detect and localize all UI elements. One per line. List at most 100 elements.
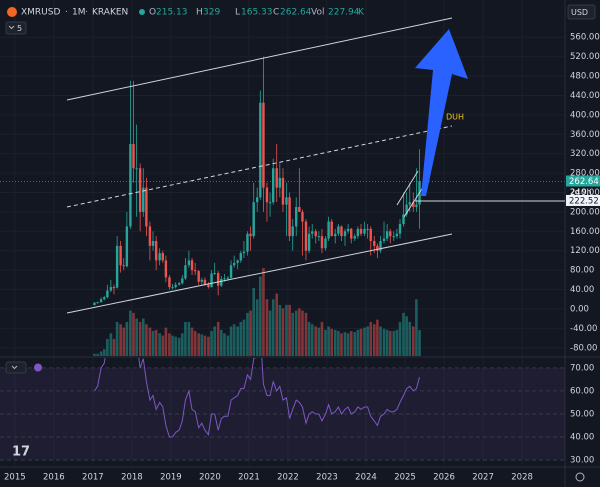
volume-bar: [145, 324, 148, 356]
candle-body: [171, 287, 174, 289]
volume-bar: [252, 287, 255, 356]
candle-body: [122, 265, 125, 267]
candle-body: [187, 260, 191, 266]
candle-body: [334, 233, 337, 237]
volume-bar: [242, 319, 246, 356]
candle-body: [262, 102, 265, 188]
annotation: DUH: [446, 113, 464, 122]
x-tick-label: 2021: [238, 473, 260, 483]
candle-body: [103, 297, 106, 300]
candle-body: [415, 204, 418, 208]
volume-bar: [174, 336, 177, 356]
indicator-toggle[interactable]: 5: [5, 21, 27, 35]
chevron: [11, 365, 18, 370]
last-price-box: [566, 175, 600, 187]
volume-bar: [226, 335, 230, 356]
volume-bar: [285, 304, 288, 356]
volume-bar: [346, 333, 350, 356]
toggle-box[interactable]: [5, 21, 27, 35]
chevron: [8, 25, 15, 30]
candle-body: [242, 251, 246, 254]
y-tick-label: 240.00: [570, 188, 600, 198]
ohlc-value: 215.13: [156, 8, 188, 18]
volume-bar: [408, 321, 412, 356]
candle-body: [363, 228, 366, 234]
y-tick-label: 560.00: [570, 33, 600, 43]
volume-value: 227.94: [328, 8, 360, 18]
volume-bar: [154, 329, 158, 356]
candle-body: [210, 273, 213, 288]
candle-body: [239, 253, 243, 261]
volume-bar: [415, 299, 418, 356]
candle-body: [129, 143, 132, 227]
candle-body: [132, 143, 135, 169]
volume-unit: K: [358, 8, 365, 18]
volume-bar: [203, 335, 207, 356]
candle-body: [229, 265, 233, 278]
candle-body: [385, 231, 389, 239]
candle-body: [151, 241, 155, 246]
volume-bar: [259, 276, 262, 356]
candle-body: [268, 202, 272, 204]
currency-box[interactable]: [567, 4, 596, 20]
x-tick-label: 2026: [433, 473, 455, 483]
candle-body: [298, 207, 301, 212]
volume-bar: [330, 328, 334, 356]
x-tick-label: 2020: [199, 473, 221, 483]
logo: 𝟭𝟳: [12, 445, 30, 460]
ohlc-label: O: [149, 8, 156, 18]
volume-bar: [207, 336, 210, 356]
candle-body: [295, 207, 298, 227]
candle-body: [220, 278, 223, 286]
volume-bar: [333, 329, 337, 356]
volume-bar: [265, 299, 269, 356]
candle-body: [106, 290, 109, 298]
candle-body: [301, 211, 304, 222]
volume-bar: [171, 335, 174, 356]
y-tick-label: 360.00: [570, 130, 600, 140]
price-line-label: 222.52: [569, 196, 599, 206]
countdown: 2d 9h: [570, 188, 592, 197]
candle-body: [164, 260, 168, 278]
rsi-legend[interactable]: [5, 361, 42, 374]
rsi-icon: [34, 363, 42, 372]
volume-bar: [148, 327, 152, 356]
volume-bar: [294, 310, 298, 356]
candle-body: [154, 241, 158, 261]
x-tick-label: 2019: [160, 473, 182, 483]
candle-body: [96, 302, 99, 304]
volume-bar: [200, 334, 204, 356]
volume-bar: [177, 337, 181, 356]
separator: ·: [85, 8, 88, 18]
volume-bar: [395, 329, 399, 356]
mini-channel: [403, 183, 426, 218]
candle-body: [193, 270, 197, 272]
x-tick-label: 2028: [511, 473, 533, 483]
candle-body: [252, 202, 255, 237]
volume-bar: [115, 321, 119, 356]
last-price-label: 262.64: [569, 177, 599, 187]
y-tick-label: 520.00: [570, 52, 600, 62]
volume-bar: [356, 329, 360, 356]
candle-body: [112, 287, 116, 289]
volume-bar: [158, 333, 161, 356]
volume-bar: [119, 324, 122, 356]
candle-body: [119, 245, 122, 266]
volume-bar: [255, 299, 259, 356]
rsi-layer: [0, 358, 565, 461]
volume-bar: [210, 331, 213, 356]
settings-icon[interactable]: [575, 472, 585, 482]
ohlc-value: 262.64: [280, 8, 312, 18]
candle-body: [177, 283, 181, 285]
volume-bar: [213, 326, 216, 356]
y-tick-label: 80.00: [570, 266, 594, 276]
candle-body: [265, 187, 269, 203]
volume-bar: [304, 312, 308, 356]
currency-button[interactable]: USD: [567, 4, 596, 20]
volume-bar: [141, 318, 145, 356]
candle-body: [346, 228, 350, 232]
volume-bar: [190, 327, 194, 356]
candle-body: [135, 168, 138, 170]
candle-body: [304, 221, 308, 251]
candle-layer: [0, 56, 565, 306]
